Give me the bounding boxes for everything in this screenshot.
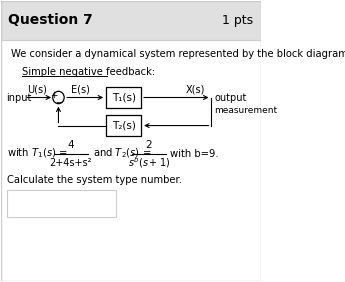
- Text: $s^b(s+1)$: $s^b(s+1)$: [128, 155, 170, 170]
- Text: We consider a dynamical system represented by the block diagram:: We consider a dynamical system represent…: [11, 49, 345, 59]
- Text: T₁(s): T₁(s): [112, 92, 136, 102]
- FancyBboxPatch shape: [106, 115, 141, 136]
- FancyBboxPatch shape: [1, 1, 261, 40]
- Text: output: output: [214, 92, 246, 102]
- Text: measurement: measurement: [214, 107, 277, 115]
- Text: with $T_1(s)$ =: with $T_1(s)$ =: [7, 147, 68, 160]
- Text: and $T_2(s)$ =: and $T_2(s)$ =: [93, 147, 151, 160]
- Text: U(s): U(s): [27, 85, 47, 95]
- Text: 2: 2: [146, 140, 152, 150]
- Text: Simple negative feedback:: Simple negative feedback:: [21, 67, 155, 77]
- Text: 2+4s+s²: 2+4s+s²: [50, 158, 92, 168]
- FancyBboxPatch shape: [106, 87, 141, 108]
- Text: Question 7: Question 7: [9, 13, 93, 27]
- FancyBboxPatch shape: [7, 190, 117, 217]
- Text: +: +: [50, 91, 58, 100]
- Text: E(s): E(s): [71, 85, 89, 95]
- Text: Calculate the system type number.: Calculate the system type number.: [7, 175, 182, 185]
- Text: T₂(s): T₂(s): [112, 121, 136, 131]
- Text: X(s): X(s): [186, 85, 206, 95]
- Text: 1 pts: 1 pts: [222, 14, 253, 27]
- Text: −: −: [56, 97, 63, 106]
- Text: input: input: [6, 92, 31, 102]
- Text: 4: 4: [68, 140, 74, 150]
- Text: with b=9.: with b=9.: [170, 149, 218, 159]
